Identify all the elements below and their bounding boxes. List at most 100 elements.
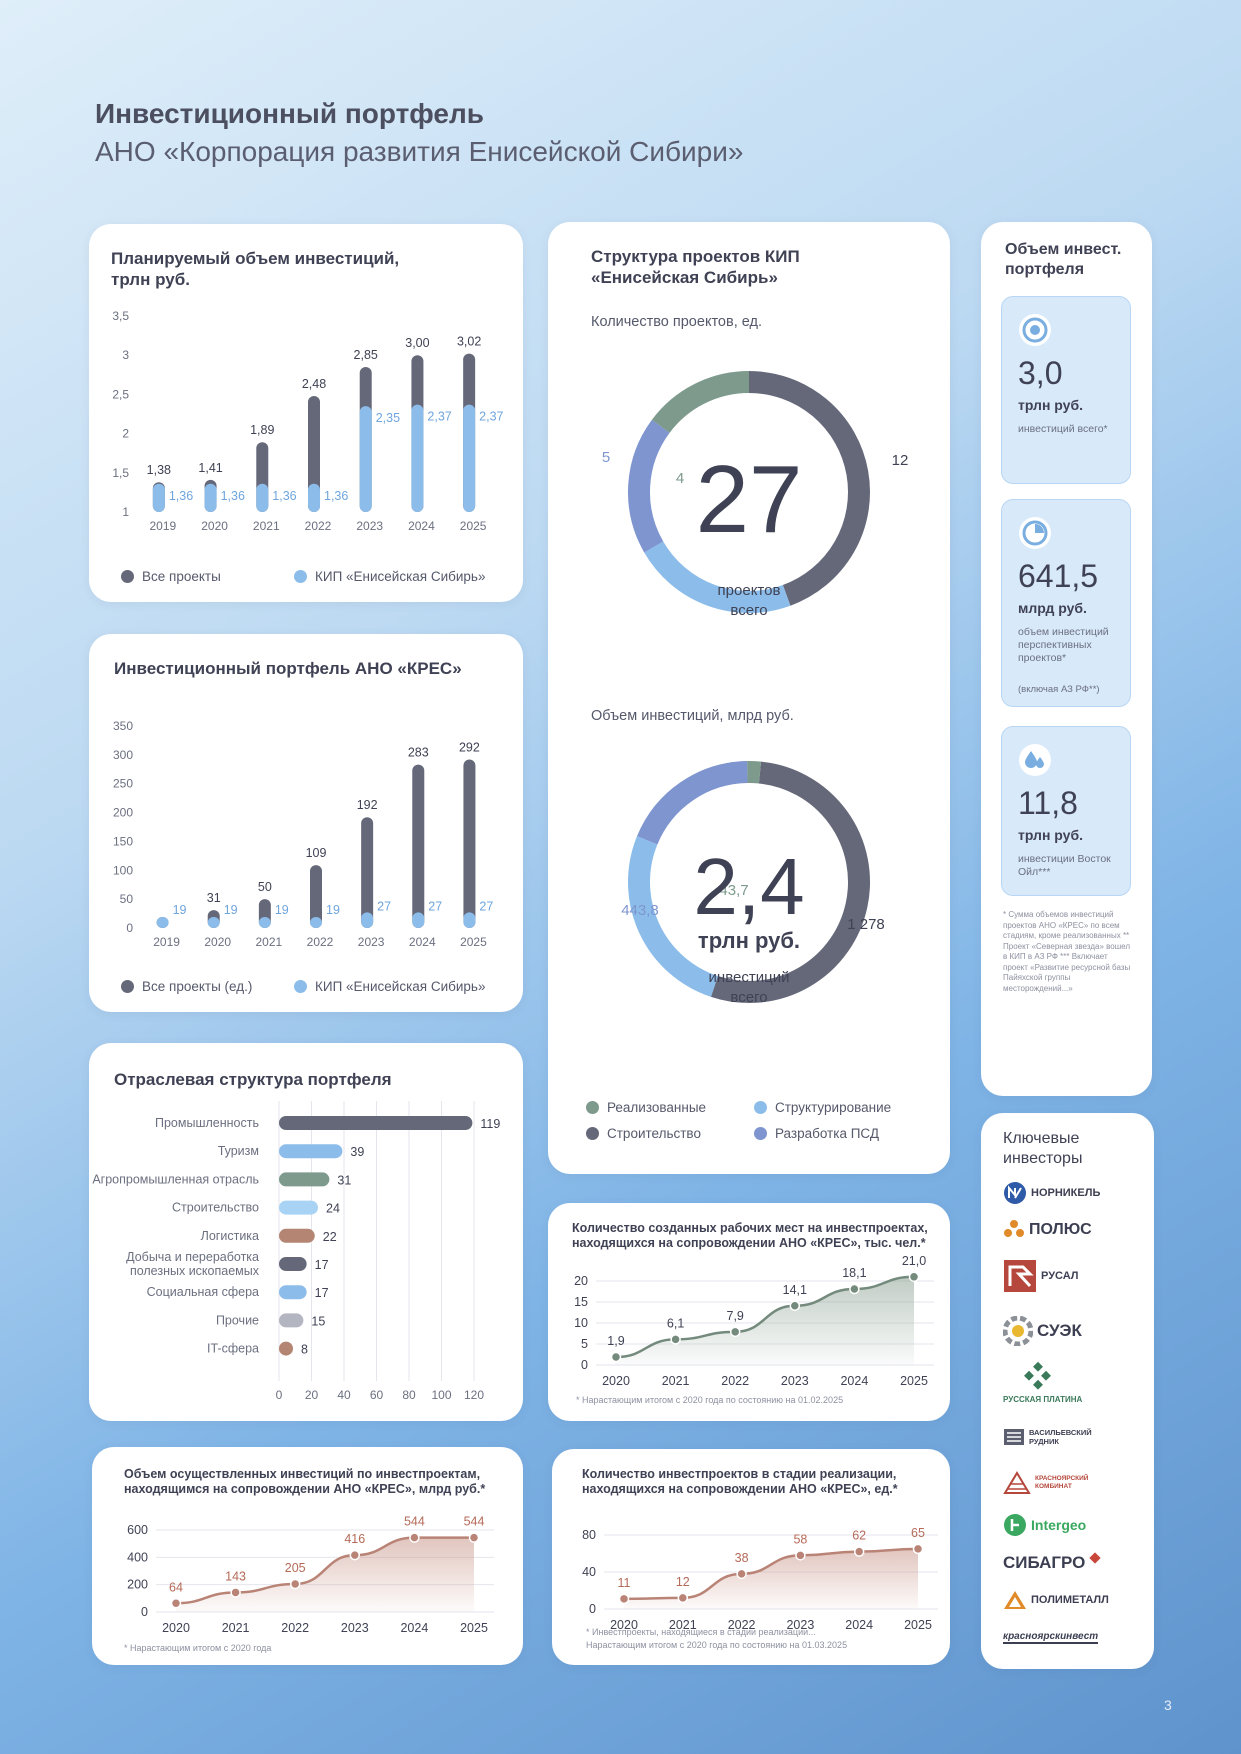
data-label: 8 (301, 1343, 308, 1357)
jobs-footnote: * Нарастающим итогом с 2020 года по сост… (576, 1395, 844, 1405)
slice-label: 43,7 (719, 882, 748, 899)
data-point (349, 1549, 361, 1561)
planned-investments-chart: 1 1,5 2 2,5 3 3,5 2019 1,38 1,36 2020 1,41 1,36 2021… (112, 309, 503, 533)
category-label: Логистика (201, 1229, 259, 1243)
vasilevsky-icon (1004, 1429, 1024, 1445)
bar-sector (279, 1228, 315, 1243)
intergeo-icon (1004, 1514, 1026, 1536)
data-label-kip: 27 (479, 899, 493, 913)
x-tick-label: 2023 (781, 1374, 809, 1388)
donut-slice (628, 836, 719, 997)
investors-card: Ключевые инвесторы НОРНИКЕЛЬ ПОЛЮС РУСАЛ… (981, 1113, 1154, 1669)
y-tick-label: 350 (113, 719, 133, 733)
legend-structuring: Структурирование (754, 1100, 891, 1115)
bar-sector (279, 1313, 304, 1328)
logo-krasnoyarskinvest: красноярскинвест (1003, 1631, 1099, 1644)
bar-all-projects (463, 759, 476, 928)
pie-icon (1019, 517, 1051, 549)
x-tick-label: 2021 (669, 1618, 697, 1632)
data-label-kip: 19 (275, 903, 289, 917)
y-tick-label: 10 (574, 1316, 588, 1330)
jobs-card: Количество созданных рабочих мест на инв… (548, 1203, 950, 1421)
sector-chart: 0 20 40 60 80 100 120 Промышленность 119 Туризм 39… (92, 1101, 500, 1402)
bar-kip (258, 917, 271, 928)
bar-kip (463, 404, 476, 512)
data-label-kip: 19 (173, 903, 187, 917)
category-label: Туризм (218, 1144, 259, 1158)
y-tick-label: 200 (113, 806, 133, 820)
data-point (908, 1271, 920, 1283)
structure-volume-subtitle: Объем инвестиций, млрд руб. (591, 708, 794, 724)
legend-dot-dark (121, 570, 134, 583)
logo-polyus: ПОЛЮС (1003, 1219, 1092, 1241)
sidebar-footnote: * Сумма объемов инвестиций проектов АНО … (1003, 910, 1131, 993)
stat-vostok: 11,8 трлн руб. инвестиции Восток Ойл*** (1001, 726, 1131, 896)
x-tick-label: 2023 (358, 935, 385, 949)
data-label: 62 (852, 1529, 866, 1543)
stage-title: Количество инвестпроектов в стадии реали… (582, 1467, 898, 1496)
data-point (230, 1587, 241, 1598)
data-label-kip: 27 (428, 899, 442, 913)
logo-rusplatina: РУССКАЯ ПЛАТИНА (1003, 1361, 1082, 1404)
logo-intergeo-text: Intergeo (1031, 1517, 1087, 1533)
data-label: 39 (350, 1145, 364, 1159)
bar-kip (412, 912, 425, 928)
area-fill (176, 1537, 474, 1612)
y-tick-label: 40 (582, 1565, 596, 1579)
data-label-all-projects: 3,02 (457, 335, 481, 349)
bar-sector (279, 1257, 307, 1271)
data-point (853, 1546, 865, 1557)
data-label-kip: 2,37 (479, 410, 503, 424)
legend-dot-light-2 (294, 980, 307, 993)
data-label: 15 (311, 1314, 325, 1328)
donut-center-value: 2,4 (693, 842, 804, 931)
x-tick-label: 2024 (408, 519, 435, 533)
legend-psd-label: Разработка ПСД (775, 1126, 880, 1141)
category-label: Агропромышленная отрасль (92, 1172, 259, 1186)
data-label-all-projects: 1,89 (250, 423, 274, 437)
data-label-kip: 2,35 (376, 411, 400, 425)
data-label-kip: 1,36 (221, 489, 245, 503)
stat-perspective-value: 641,5 (1018, 558, 1099, 594)
x-tick-label: 2021 (662, 1374, 690, 1388)
data-label: 11 (618, 1576, 631, 1590)
bar-sector (279, 1341, 293, 1356)
bar-kip (310, 917, 322, 928)
data-label-kip: 27 (377, 899, 391, 913)
data-label-all-projects: 109 (306, 846, 327, 860)
stat-perspective-unit: млрд руб. (1018, 600, 1087, 616)
area-fill (624, 1548, 918, 1609)
x-tick-label: 2019 (150, 519, 177, 533)
x-tick-label: 40 (337, 1388, 351, 1402)
legend-dot-mid (754, 1127, 767, 1140)
data-label: 58 (793, 1532, 807, 1546)
y-tick-label: 400 (127, 1550, 148, 1564)
logo-rusal: РУСАЛ (1003, 1259, 1079, 1293)
x-tick-label: 2025 (900, 1374, 928, 1388)
legend-all-projects-units: Все проекты (ед.) (121, 979, 252, 994)
legend-psd: Разработка ПСД (754, 1126, 879, 1141)
logo-suek: СУЭК (1003, 1316, 1082, 1346)
rusal-icon (1004, 1260, 1036, 1292)
y-tick-label: 80 (582, 1528, 596, 1542)
donut-slice (644, 541, 791, 613)
investments-card: Объем осуществленных инвестиций по инвес… (92, 1447, 523, 1665)
data-label: 544 (404, 1515, 425, 1529)
x-tick-label: 2024 (409, 935, 436, 949)
logo-rusal-text: РУСАЛ (1041, 1270, 1079, 1282)
planned-investments-title: Планируемый объем инвестиций, трлн руб. (111, 249, 400, 289)
x-tick-label: 120 (464, 1388, 484, 1402)
x-tick-label: 80 (402, 1388, 416, 1402)
stat-vostok-unit: трлн руб. (1018, 827, 1083, 843)
count-donut-chart: 1265427проектоввсего (602, 371, 908, 619)
y-tick-label: 2,5 (112, 387, 129, 401)
data-label-all-projects: 1,38 (147, 463, 171, 477)
y-tick-label: 250 (113, 777, 133, 791)
data-label: 64 (169, 1580, 183, 1594)
bar-kip (204, 483, 217, 512)
legend-dot-dark-3 (586, 1127, 599, 1140)
x-tick-label: 2020 (602, 1374, 630, 1388)
bar-kip (359, 406, 372, 512)
x-tick-label: 2025 (460, 935, 487, 949)
